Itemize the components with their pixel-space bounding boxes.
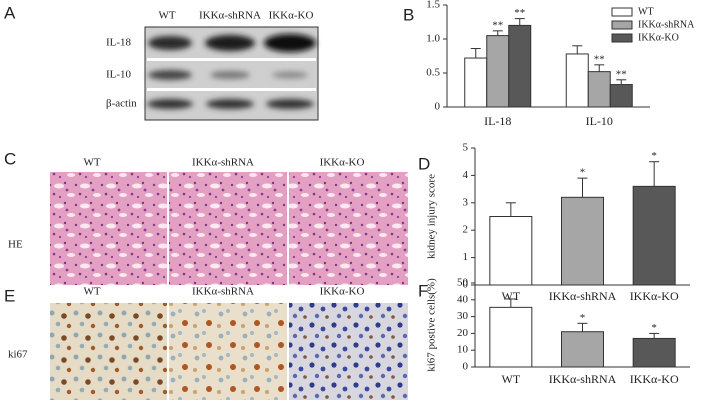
legend-label: IKKα-KO xyxy=(638,32,679,43)
y-tick-label: 1.5 xyxy=(426,0,440,11)
blot-row-label: IL-18 xyxy=(106,37,132,49)
legend-swatch xyxy=(611,20,633,30)
x-tick-label: IKKα-KO xyxy=(630,289,679,303)
bar xyxy=(464,57,488,108)
significance-label: * xyxy=(580,167,586,179)
y-axis-label: ki67 postive cells(%) xyxy=(426,278,438,372)
blot-column-label: WT xyxy=(158,10,175,22)
x-tick-label: IL-18 xyxy=(484,114,511,128)
panel-letter: B xyxy=(403,5,414,24)
panel-letter: A xyxy=(4,3,16,22)
y-axis-label: kidney injury score xyxy=(426,174,438,259)
image-column-label: IKKα-KO xyxy=(320,286,365,298)
y-tick-label: 10 xyxy=(457,344,469,356)
bar xyxy=(632,185,676,286)
significance-label: ** xyxy=(514,7,525,19)
bar xyxy=(565,53,589,108)
histology-image xyxy=(289,172,408,285)
ihc-image xyxy=(169,303,287,400)
y-tick-label: 5 xyxy=(463,142,469,154)
blot-row-label: β-actin xyxy=(106,98,137,110)
y-tick-label: 1.0 xyxy=(426,33,440,45)
y-tick-label: 0 xyxy=(435,101,441,113)
image-column-label: IKKα-shRNA xyxy=(192,286,254,298)
image-column-label: IKKα-shRNA xyxy=(192,157,254,169)
y-tick-label: 30 xyxy=(457,310,469,322)
bar xyxy=(609,84,633,108)
ki67-panel: WT IKKα-shRNA IKKα-KO ki67 xyxy=(8,286,408,400)
blot-row-label: IL-10 xyxy=(106,69,132,81)
blot-separator xyxy=(147,58,316,61)
he-panel: WT IKKα-shRNA IKKα-KO HE xyxy=(8,157,408,285)
x-tick-label: IKKα-KO xyxy=(630,372,679,386)
significance-label: * xyxy=(651,322,657,334)
ihc-image xyxy=(50,303,167,400)
panel-letter: D xyxy=(418,154,430,173)
y-tick-label: 0 xyxy=(463,279,469,291)
blot-column-label: IKKα-KO xyxy=(269,10,314,22)
significance-label: * xyxy=(580,312,586,324)
y-tick-label: 2 xyxy=(463,224,469,236)
x-tick-label: IL-10 xyxy=(586,114,613,128)
histology-image xyxy=(169,172,287,285)
bar xyxy=(486,35,510,108)
y-tick-label: 3 xyxy=(463,196,469,208)
y-tick-label: 4 xyxy=(463,169,469,181)
blot-column-label: IKKα-shRNA xyxy=(199,10,261,22)
x-tick-label: IKKα-shRNA xyxy=(549,289,617,303)
significance-label: ** xyxy=(616,68,627,80)
legend-swatch xyxy=(611,33,633,43)
blot-bands xyxy=(147,34,316,109)
blot-separator xyxy=(147,88,316,91)
histology-image xyxy=(50,172,167,285)
image-row-label: ki67 xyxy=(8,349,28,361)
panel-letter: C xyxy=(4,149,16,168)
y-tick-label: 40 xyxy=(457,293,469,305)
panel-letter: F xyxy=(418,281,428,300)
panel-letter: E xyxy=(4,286,15,305)
y-tick-label: 20 xyxy=(457,327,469,339)
significance-label: ** xyxy=(594,53,605,65)
y-tick-label: 1 xyxy=(463,251,469,263)
y-tick-label: 50 xyxy=(457,277,469,289)
legend-label: IKKα-shRNA xyxy=(638,19,695,30)
image-column-label: IKKα-KO xyxy=(320,157,365,169)
legend-swatch xyxy=(611,7,633,17)
y-tick-label: 0 xyxy=(463,361,469,373)
blot-panel: WT IKKα-shRNA IKKα-KO IL-18 IL-10 β-acti… xyxy=(106,10,319,121)
legend-label: WT xyxy=(638,6,654,17)
x-tick-label: WT xyxy=(502,372,521,386)
significance-label: ** xyxy=(492,19,503,31)
bar xyxy=(489,306,533,368)
y-tick-label: 0.5 xyxy=(426,67,440,79)
significance-label: * xyxy=(651,150,657,162)
bar xyxy=(632,337,676,368)
bar xyxy=(489,216,533,286)
x-tick-label: IKKα-shRNA xyxy=(549,372,617,386)
bar xyxy=(508,24,532,108)
image-column-label: WT xyxy=(83,157,100,169)
image-row-label: HE xyxy=(8,239,23,251)
bar xyxy=(561,331,604,368)
ihc-image xyxy=(289,303,408,400)
bar xyxy=(587,71,611,108)
bar xyxy=(561,196,604,286)
image-column-label: WT xyxy=(83,286,100,298)
